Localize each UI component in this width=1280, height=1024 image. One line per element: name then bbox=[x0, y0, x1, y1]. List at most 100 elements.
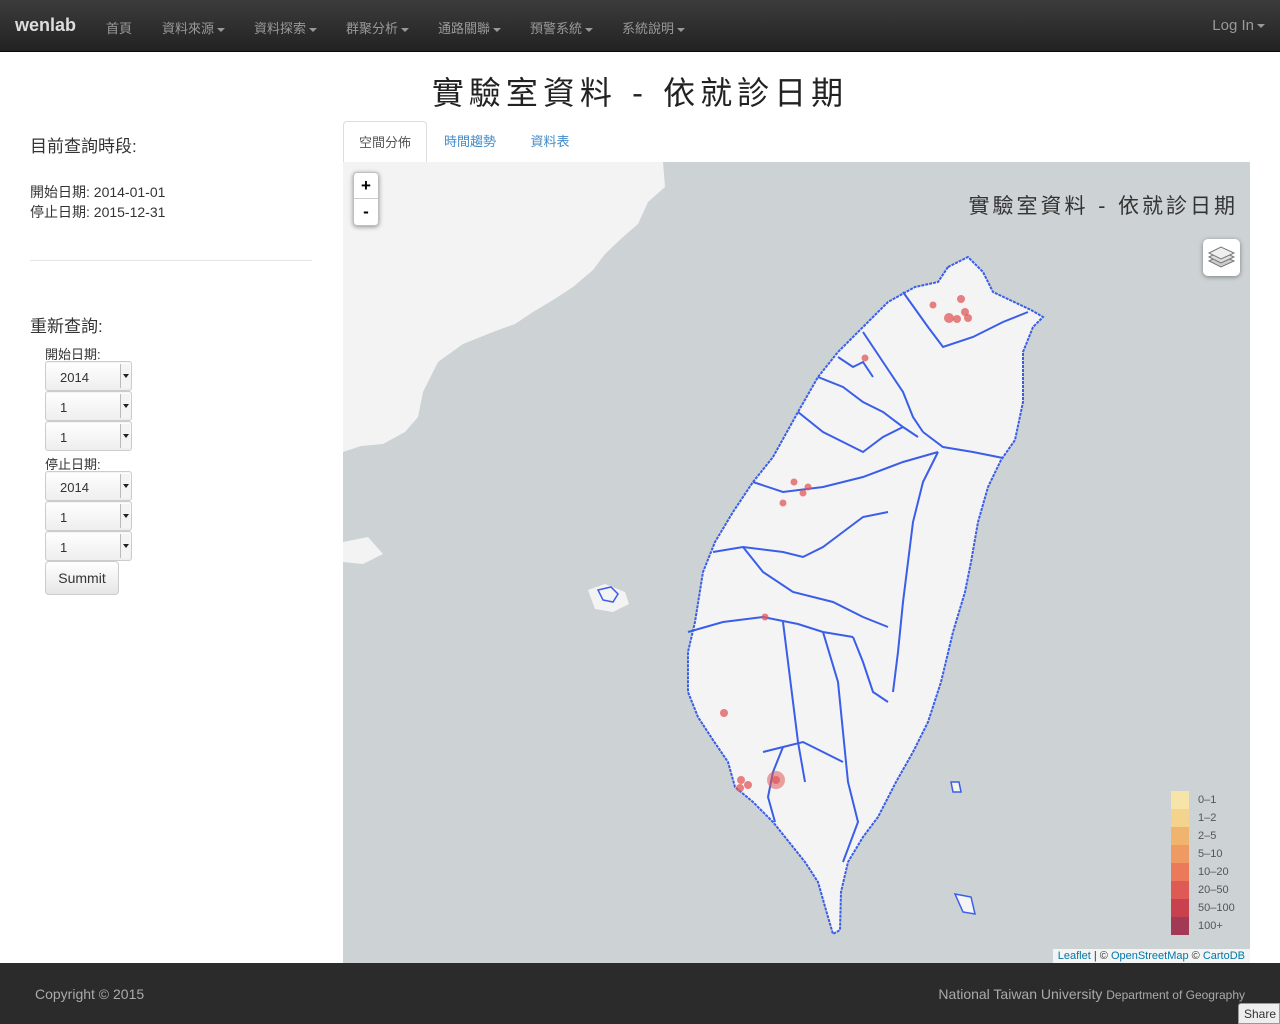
case-marker bbox=[720, 709, 728, 717]
navbar: wenlab 首頁 資料來源 資料探索 群聚分析 通路關聯 預警系統 系統說明 … bbox=[0, 0, 1280, 52]
cartodb-link[interactable]: CartoDB bbox=[1202, 950, 1245, 962]
tab-datatable[interactable]: 資料表 bbox=[530, 134, 570, 149]
county-boundary bbox=[797, 411, 904, 454]
tab-bar: 空間分佈 時間趨勢 資料表 bbox=[343, 121, 1250, 163]
select-value: 1 bbox=[60, 510, 68, 525]
legend-label: 2–5 bbox=[1198, 830, 1217, 842]
legend-label: 100+ bbox=[1198, 920, 1223, 932]
select-arrow-icon bbox=[120, 534, 130, 558]
case-marker bbox=[772, 776, 780, 784]
nav-item-cluster-analysis[interactable]: 群聚分析 bbox=[346, 18, 410, 37]
nav-item-system-help[interactable]: 系統說明 bbox=[622, 18, 686, 37]
login-dropdown[interactable]: Log In bbox=[1212, 17, 1265, 34]
legend-swatch bbox=[1171, 827, 1189, 845]
county-boundary bbox=[762, 740, 844, 763]
select-value: 1 bbox=[60, 430, 68, 445]
nav-label: 資料探索 bbox=[254, 21, 307, 36]
select-value: 2014 bbox=[60, 480, 89, 495]
county-boundary bbox=[902, 291, 1029, 349]
osm-link[interactable]: OpenStreetMap bbox=[1110, 950, 1189, 962]
nav-item-warning-system[interactable]: 預警系統 bbox=[530, 18, 594, 37]
case-marker bbox=[799, 489, 807, 497]
island-islet bbox=[953, 892, 976, 915]
nav-item-home[interactable]: 首頁 bbox=[106, 21, 133, 36]
legend-label: 0–1 bbox=[1198, 794, 1217, 806]
legend-swatch bbox=[1171, 845, 1189, 863]
end-year-select[interactable]: 2014 bbox=[45, 471, 132, 501]
nav-label: 預警系統 bbox=[530, 21, 583, 36]
nav-item-data-source[interactable]: 資料來源 bbox=[162, 18, 226, 37]
case-marker bbox=[737, 776, 745, 784]
start-date-display: 開始日期: 2014-01-01 bbox=[30, 182, 165, 202]
case-marker bbox=[736, 784, 744, 792]
zoom-in-button[interactable]: + bbox=[354, 173, 378, 199]
page-title: 實驗室資料 - 依就診日期 bbox=[431, 74, 849, 112]
county-boundary bbox=[752, 451, 939, 494]
caret-down-icon bbox=[217, 27, 226, 32]
submit-button[interactable]: Summit bbox=[45, 561, 119, 595]
county-boundary bbox=[817, 376, 919, 438]
start-date-label: 開始日期: bbox=[30, 184, 90, 200]
start-day-select[interactable]: 1 bbox=[45, 421, 132, 451]
nav-label: 群聚分析 bbox=[346, 21, 399, 36]
end-field-label: 停止日期: bbox=[45, 457, 101, 472]
legend-swatch bbox=[1171, 899, 1189, 917]
select-arrow-icon bbox=[120, 394, 130, 418]
start-month-select[interactable]: 1 bbox=[45, 391, 132, 421]
legend-label: 5–10 bbox=[1198, 848, 1223, 860]
legend-label: 20–50 bbox=[1198, 884, 1229, 896]
county-boundary bbox=[837, 356, 874, 378]
nav-item-pathway[interactable]: 通路關聯 bbox=[438, 18, 502, 37]
nav-label: 系統說明 bbox=[622, 21, 675, 36]
select-value: 1 bbox=[60, 400, 68, 415]
start-year-select[interactable]: 2014 bbox=[45, 361, 132, 391]
brand-link[interactable]: wenlab bbox=[15, 15, 77, 35]
tab-spatial[interactable]: 空間分佈 bbox=[343, 121, 427, 163]
attribution-separator: | © bbox=[1090, 950, 1111, 962]
tab-temporal[interactable]: 時間趨勢 bbox=[443, 134, 496, 149]
nav-item-data-explore[interactable]: 資料探索 bbox=[254, 18, 318, 37]
select-arrow-icon bbox=[120, 504, 130, 528]
caret-down-icon bbox=[677, 27, 686, 32]
copyright-text: Copyright © 2015 bbox=[35, 986, 145, 1002]
leaflet-link[interactable]: Leaflet bbox=[1057, 950, 1091, 962]
legend-swatch bbox=[1171, 791, 1189, 809]
end-date-label: 停止日期: bbox=[30, 204, 90, 220]
university-name: National Taiwan University bbox=[938, 986, 1103, 1002]
caret-down-icon bbox=[493, 27, 502, 32]
zoom-control: + - bbox=[353, 172, 379, 226]
case-marker bbox=[961, 308, 969, 316]
county-boundary bbox=[892, 451, 939, 693]
map-panel[interactable]: + - 實驗室資料 - 依就診日期 0–1 1–2 2–5 5–10 10–20 20–5… bbox=[343, 162, 1250, 963]
nav-label: 資料來源 bbox=[162, 21, 215, 36]
legend-swatch bbox=[1171, 917, 1189, 935]
county-boundary bbox=[742, 546, 889, 628]
end-date-display: 停止日期: 2015-12-31 bbox=[30, 202, 165, 222]
zoom-out-button[interactable]: - bbox=[363, 202, 369, 221]
end-day-select[interactable]: 1 bbox=[45, 531, 132, 561]
caret-down-icon bbox=[309, 27, 318, 32]
county-boundary bbox=[687, 615, 854, 638]
share-button[interactable]: Share bbox=[1238, 1003, 1280, 1024]
caret-down-icon bbox=[585, 27, 594, 32]
case-marker bbox=[761, 613, 769, 621]
end-month-select[interactable]: 1 bbox=[45, 501, 132, 531]
legend-swatch bbox=[1171, 881, 1189, 899]
legend-label: 1–2 bbox=[1198, 812, 1217, 824]
island-small bbox=[343, 537, 383, 564]
case-marker bbox=[953, 315, 961, 323]
case-marker bbox=[804, 483, 812, 491]
map-canvas bbox=[343, 162, 1045, 936]
layers-icon bbox=[1207, 246, 1236, 268]
layers-control[interactable] bbox=[1203, 239, 1240, 276]
department-name: Department of Geography bbox=[1106, 988, 1245, 1002]
case-marker bbox=[779, 499, 787, 507]
county-boundary bbox=[922, 431, 1004, 459]
legend-swatch bbox=[1171, 863, 1189, 881]
county-boundary bbox=[852, 636, 889, 703]
end-date-value: 2015-12-31 bbox=[93, 204, 166, 220]
sidebar-divider bbox=[30, 260, 312, 261]
caret-down-icon bbox=[401, 27, 410, 32]
legend-swatch bbox=[1171, 809, 1189, 827]
county-boundary bbox=[822, 631, 860, 863]
